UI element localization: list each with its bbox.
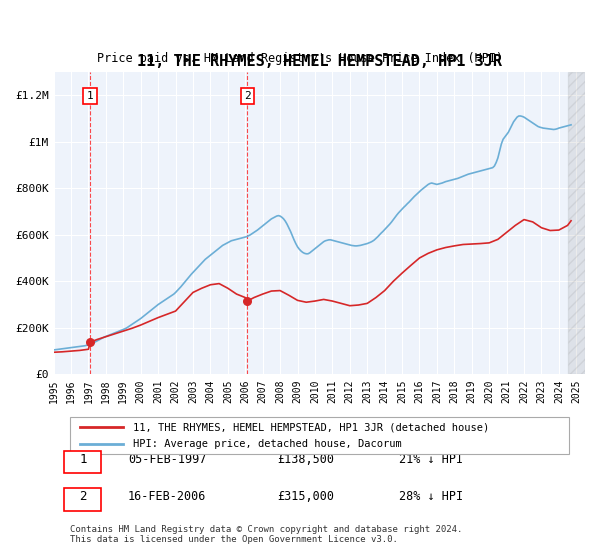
FancyBboxPatch shape	[64, 488, 101, 511]
Text: 1: 1	[79, 453, 86, 466]
Text: HPI: Average price, detached house, Dacorum: HPI: Average price, detached house, Daco…	[133, 439, 402, 449]
Text: 21% ↓ HPI: 21% ↓ HPI	[399, 453, 463, 466]
Text: £138,500: £138,500	[277, 453, 334, 466]
Text: £315,000: £315,000	[277, 491, 334, 503]
Point	[242, 297, 252, 306]
Text: Price paid vs. HM Land Registry's House Price Index (HPI): Price paid vs. HM Land Registry's House …	[97, 52, 503, 66]
Text: 1: 1	[87, 91, 94, 101]
Point	[85, 338, 95, 347]
Text: 16-FEB-2006: 16-FEB-2006	[128, 491, 206, 503]
Text: Contains HM Land Registry data © Crown copyright and database right 2024.
This d: Contains HM Land Registry data © Crown c…	[70, 525, 462, 544]
Text: 2: 2	[79, 491, 86, 503]
Text: 2: 2	[244, 91, 251, 101]
Title: 11, THE RHYMES, HEMEL HEMPSTEAD, HP1 3JR: 11, THE RHYMES, HEMEL HEMPSTEAD, HP1 3JR	[137, 54, 502, 69]
Text: 11, THE RHYMES, HEMEL HEMPSTEAD, HP1 3JR (detached house): 11, THE RHYMES, HEMEL HEMPSTEAD, HP1 3JR…	[133, 422, 490, 432]
FancyBboxPatch shape	[70, 417, 569, 454]
FancyBboxPatch shape	[64, 451, 101, 473]
Text: 28% ↓ HPI: 28% ↓ HPI	[399, 491, 463, 503]
Bar	[568, 72, 585, 375]
Text: 05-FEB-1997: 05-FEB-1997	[128, 453, 206, 466]
